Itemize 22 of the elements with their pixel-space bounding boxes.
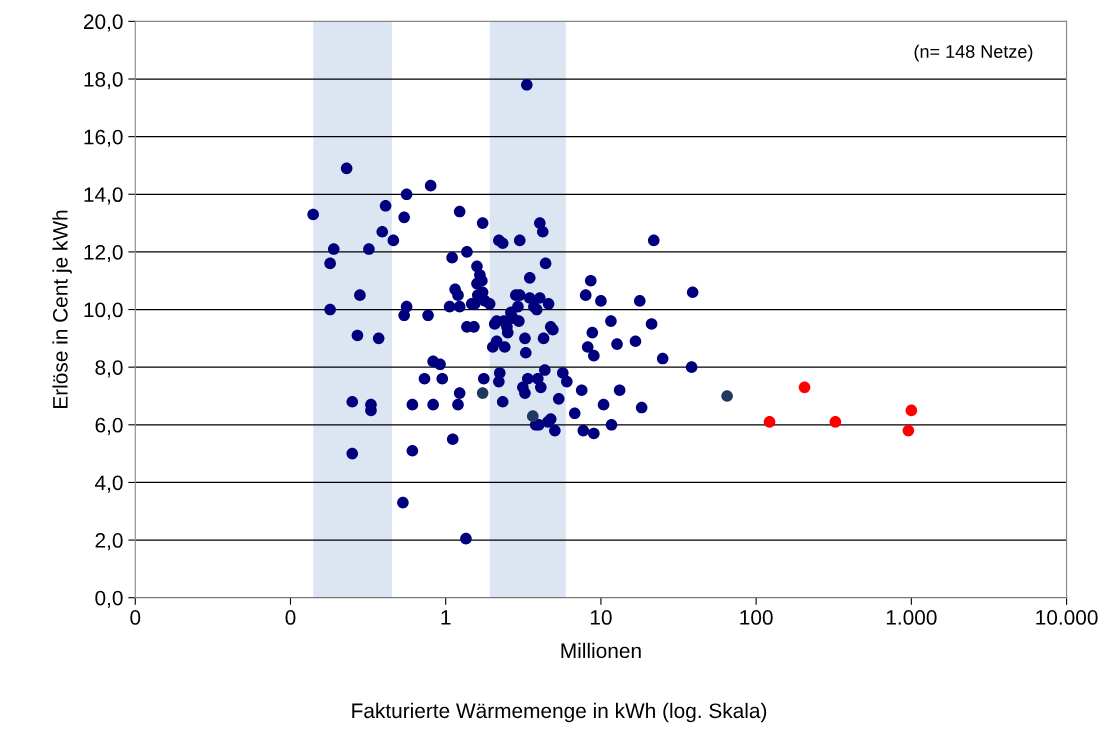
y-axis-title: Erlöse in Cent je kWh xyxy=(52,210,72,408)
annotation: (n= 148 Netze) xyxy=(914,44,1033,62)
y-tick-label: 10,0 xyxy=(84,302,123,320)
y-tick-label: 0,0 xyxy=(95,590,123,608)
x-tick-label: 0 xyxy=(285,610,296,625)
x-tick-label: 10 xyxy=(590,610,612,625)
x-tick-label: 10.000 xyxy=(1036,610,1098,625)
y-tick-label: 8,0 xyxy=(95,360,123,378)
y-tick-label: 18,0 xyxy=(84,72,123,90)
y-tick-label: 6,0 xyxy=(95,417,123,436)
y-tick-label: 16,0 xyxy=(84,129,123,147)
y-tick-label: 14,0 xyxy=(84,187,123,205)
y-tick-label: 4,0 xyxy=(94,475,123,493)
text: Fakturierte Wärmemenge in kWh (log. Skala) xyxy=(352,702,767,723)
x-tick-label: 1.000 xyxy=(886,610,937,625)
x-tick-label: 1 xyxy=(441,610,451,625)
x-tick-label: 0 xyxy=(130,610,141,625)
y-tick-label: 12,0 xyxy=(84,244,123,263)
y-tick-label: 2,0 xyxy=(95,533,123,551)
x-axis-title: Millionen xyxy=(561,642,641,659)
x-tick-label: 100 xyxy=(740,610,773,625)
y-tick-label: 20,0 xyxy=(83,14,123,32)
